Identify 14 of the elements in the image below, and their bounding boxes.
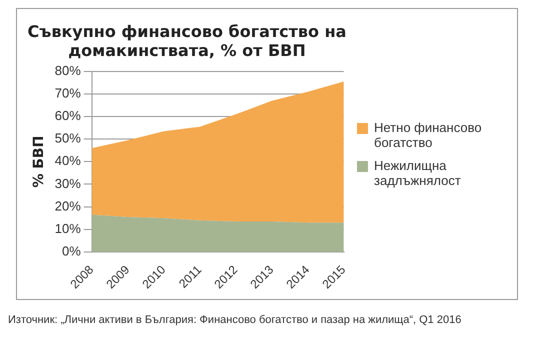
y-tick-label: 40%	[54, 153, 82, 168]
y-tick-label: 20%	[54, 198, 82, 214]
legend-label: Нежилищна задлъжнялост	[374, 158, 462, 188]
y-tick-label: 0%	[62, 244, 82, 259]
y-axis-title: % БВП	[31, 136, 48, 188]
y-tick-label: 60%	[54, 108, 82, 124]
y-tick-label: 70%	[54, 86, 82, 101]
legend-label: Нетно финансово богатство	[374, 120, 483, 150]
chart-title: Съвкупно финансово богатство на домакинствата, % от БВП	[28, 22, 346, 60]
y-tick-label: 50%	[54, 130, 82, 146]
y-tick-label: 10%	[54, 220, 82, 236]
y-tick-label: 80%	[54, 62, 82, 78]
text: Източник: „Лични активи в България: Финансово богатство и пазар на жилища“, Q1 2016	[8, 314, 462, 326]
y-tick-label: 30%	[54, 176, 82, 191]
